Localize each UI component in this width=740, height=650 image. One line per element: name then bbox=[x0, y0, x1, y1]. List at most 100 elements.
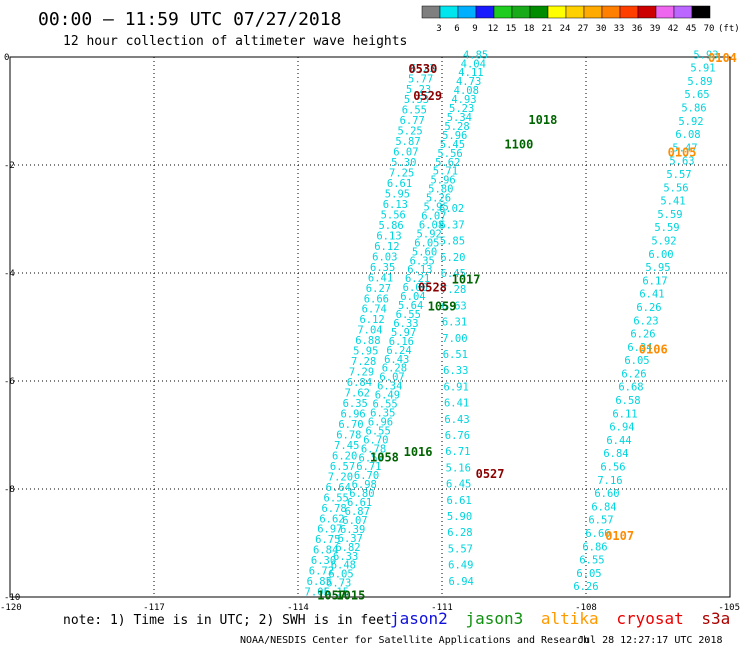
wave-height-value: 6.85 bbox=[307, 576, 332, 588]
wave-height-value: 5.16 bbox=[446, 462, 471, 474]
wave-height-value: 6.07 bbox=[379, 372, 404, 384]
wave-height-value: 6.71 bbox=[445, 446, 470, 458]
colorbar-label: 18 bbox=[524, 24, 535, 34]
pass-time-label: 1100 bbox=[504, 137, 533, 151]
wave-height-value: 5.56 bbox=[437, 148, 462, 160]
wave-height-value: 6.91 bbox=[444, 381, 469, 393]
wave-height-value: 6.62 bbox=[319, 513, 344, 525]
wave-height-value: 5.95 bbox=[424, 202, 449, 214]
wave-height-value: 6.02 bbox=[439, 203, 464, 215]
colorbar-swatch bbox=[547, 5, 567, 19]
wave-height-value: 5.60 bbox=[412, 246, 437, 258]
wave-height-value: 6.33 bbox=[393, 318, 418, 330]
wave-height-value: 7.00 bbox=[442, 333, 467, 345]
wave-height-value: 6.94 bbox=[609, 422, 634, 434]
wave-height-value: 6.17 bbox=[642, 275, 667, 287]
wave-height-value: 6.55 bbox=[579, 555, 604, 567]
pass-time-label: 1015 bbox=[336, 588, 365, 602]
wave-height-value: 5.90 bbox=[447, 511, 472, 523]
wave-height-value: 6.84 bbox=[313, 545, 338, 557]
colorbar-label: 9 bbox=[472, 24, 477, 34]
wave-height-value: 7.62 bbox=[345, 388, 370, 400]
wave-height-value: 6.35 bbox=[410, 255, 435, 267]
mission-jason3: jason3 bbox=[465, 609, 523, 628]
altimeter-tracks: 4.854.044.114.734.084.935.235.345.285.96… bbox=[305, 49, 719, 598]
wave-height-value: 5.53 bbox=[404, 94, 429, 106]
wave-height-value: 5.59 bbox=[654, 222, 679, 234]
wave-height-value: 5.23 bbox=[449, 103, 474, 115]
wave-height-value: 6.51 bbox=[443, 349, 468, 361]
wave-height-value: 5.56 bbox=[663, 182, 688, 194]
wave-height-value: 6.43 bbox=[384, 354, 409, 366]
wave-height-value: 6.77 bbox=[400, 115, 425, 127]
wave-height-value: 6.55 bbox=[402, 105, 427, 117]
wave-height-value: 6.20 bbox=[332, 450, 357, 462]
pass-time-label: 1016 bbox=[404, 445, 433, 459]
wave-height-value: 6.28 bbox=[382, 363, 407, 375]
wave-height-value: 6.72 bbox=[309, 566, 334, 578]
wave-height-value: 5.59 bbox=[657, 209, 682, 221]
wave-height-value: 6.55 bbox=[372, 399, 397, 411]
wave-height-value: 5.56 bbox=[381, 209, 406, 221]
mission-s3a: s3a bbox=[701, 609, 730, 628]
y-tick-label: -2 bbox=[4, 161, 15, 171]
wave-height-value: 6.05 bbox=[414, 237, 439, 249]
wave-height-value: 5.77 bbox=[408, 73, 433, 85]
colorbar-unit: (ft) bbox=[718, 24, 740, 34]
wave-height-value: 5.96 bbox=[442, 130, 467, 142]
wave-height-value: 6.26 bbox=[630, 329, 655, 341]
wave-height-value: 6.76 bbox=[445, 430, 470, 442]
wave-height-value: 6.41 bbox=[639, 289, 664, 301]
wave-height-value: 6.12 bbox=[374, 241, 399, 253]
wave-height-value: 5.47 bbox=[672, 142, 697, 154]
wave-height-value: 6.74 bbox=[362, 304, 387, 316]
wave-height-value: 6.16 bbox=[389, 336, 414, 348]
footer-timestamp: Jul 28 12:27:17 UTC 2018 bbox=[578, 635, 723, 646]
wave-height-value: 6.35 bbox=[370, 408, 395, 420]
wave-height-value: 6.07 bbox=[393, 147, 418, 159]
wave-height-value: 4.08 bbox=[454, 85, 479, 97]
wave-height-value: 6.33 bbox=[333, 551, 358, 563]
wave-height-value: 6.63 bbox=[441, 300, 466, 312]
colorbar-label: 12 bbox=[488, 24, 499, 34]
pass-time-label: 1058 bbox=[370, 451, 399, 465]
y-tick-label: -8 bbox=[4, 485, 15, 495]
wave-height-value: 6.49 bbox=[375, 390, 400, 402]
wave-height-value: 6.13 bbox=[376, 230, 401, 242]
colorbar-swatch bbox=[439, 5, 459, 19]
colorbar-swatch bbox=[493, 5, 513, 19]
wave-height-value: 7.05 bbox=[305, 587, 330, 599]
wave-height-value: 4.04 bbox=[461, 58, 486, 70]
colorbar-label: 30 bbox=[596, 24, 607, 34]
wave-height-value: 6.78 bbox=[361, 443, 386, 455]
wave-height-value: 4.11 bbox=[458, 67, 483, 79]
wave-height-value: 6.82 bbox=[335, 542, 360, 554]
wave-height-value: 7.28 bbox=[351, 356, 376, 368]
wave-height-value: 6.98 bbox=[352, 479, 377, 491]
colorbar-label: 45 bbox=[686, 24, 697, 34]
wave-height-value: 6.35 bbox=[370, 262, 395, 274]
x-tick-label: -111 bbox=[431, 603, 453, 613]
wave-height-value: 6.13 bbox=[407, 264, 432, 276]
wave-height-value: 6.49 bbox=[448, 560, 473, 572]
colorbar-swatch bbox=[529, 5, 549, 19]
wave-height-value: 5.92 bbox=[417, 228, 442, 240]
wave-height-value: 6.55 bbox=[396, 309, 421, 321]
wave-height-value: 6.20 bbox=[440, 252, 465, 264]
colorbar-swatch bbox=[421, 5, 441, 19]
wave-height-value: 6.08 bbox=[675, 129, 700, 141]
wave-height-value: 7.29 bbox=[349, 367, 374, 379]
wave-height-value: 5.92 bbox=[651, 235, 676, 247]
wave-height-value: 6.58 bbox=[615, 395, 640, 407]
wave-height-value: 6.03 bbox=[372, 251, 397, 263]
wave-height-value: 5.91 bbox=[690, 63, 715, 75]
wave-height-value: 6.61 bbox=[347, 497, 372, 509]
wave-height-value: 6.70 bbox=[363, 434, 388, 446]
wave-height-value: 6.30 bbox=[311, 555, 336, 567]
wave-height-value: 6.55 bbox=[366, 425, 391, 437]
wave-height-value: 6.05 bbox=[624, 355, 649, 367]
wave-height-value: 6.11 bbox=[612, 408, 637, 420]
wave-height-value: 6.04 bbox=[400, 291, 425, 303]
wave-height-value: 6.23 bbox=[410, 63, 435, 75]
wave-height-value: 6.94 bbox=[449, 576, 474, 588]
